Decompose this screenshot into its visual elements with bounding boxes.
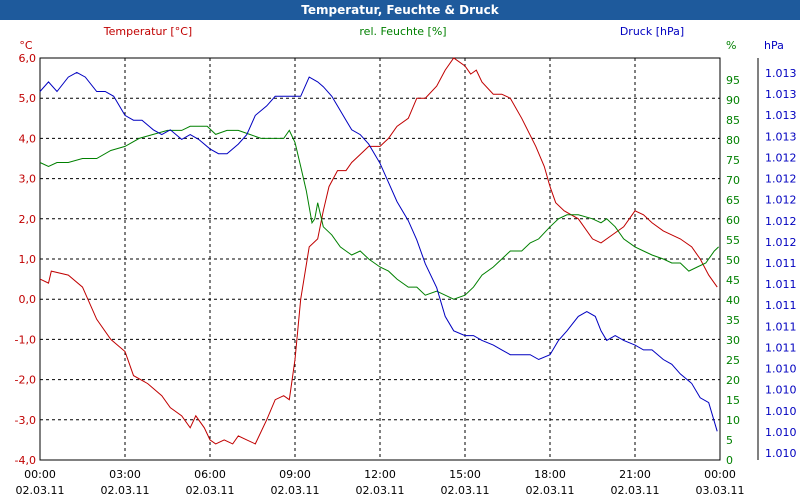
temperature-tick-label: 4,0: [19, 132, 37, 145]
temperature-tick-label: -4,0: [15, 454, 36, 467]
series-line-humidity: [39, 125, 719, 300]
x-tick-date: 02.03.11: [441, 484, 490, 497]
humidity-tick-label: 0: [726, 454, 733, 467]
humidity-tick-label: 55: [726, 234, 740, 247]
pressure-tick-label: 1.010: [765, 426, 797, 439]
legend: Temperatur [°C] rel. Feuchte [%] Druck [hP…: [103, 25, 684, 38]
humidity-tick-label: 45: [726, 274, 740, 287]
humidity-tick-label: 80: [726, 134, 740, 147]
humidity-tick-label: 20: [726, 374, 740, 387]
pressure-tick-label: 1.011: [765, 320, 797, 333]
pressure-axis: hPa 1.013 1.013 1.013 1.013 1.012 1.012 1.012 1.…: [757, 39, 797, 460]
x-tick-time: 12:00: [364, 468, 396, 481]
pressure-tick-label: 1.012: [765, 173, 797, 186]
pressure-tick-label: 1.011: [765, 299, 797, 312]
pressure-tick-label: 1.012: [765, 151, 797, 164]
x-tick-date: 02.03.11: [271, 484, 320, 497]
temperature-tick-label: 0,0: [19, 293, 37, 306]
legend-entry: Druck [hPa]: [620, 25, 684, 38]
temperature-tick-label: -2,0: [15, 374, 36, 387]
humidity-tick-label: 35: [726, 314, 740, 327]
pressure-tick-label: 1.010: [765, 384, 797, 397]
temperature-tick-label: 2,0: [19, 213, 37, 226]
x-tick-time: 21:00: [619, 468, 651, 481]
x-tick-time: 15:00: [449, 468, 481, 481]
x-tick-time: 06:00: [194, 468, 226, 481]
temperature-axis: °C6,0 5,0 4,0 3,0 2,0 1,0 0,0 -1,0 -2,0 -3,0 -4,0: [15, 39, 36, 467]
temperature-tick-label: 3,0: [19, 173, 37, 186]
humidity-tick-label: 75: [726, 154, 740, 167]
pressure-tick-label: 1.013: [765, 67, 797, 80]
legend-entry: Temperatur [°C]: [103, 25, 192, 38]
x-tick-time: 00:00: [704, 468, 736, 481]
pressure-tick-label: 1.013: [765, 130, 797, 143]
temperature-tick-label: 5,0: [19, 92, 37, 105]
series-line-temperature: [39, 57, 718, 445]
humidity-tick-label: 65: [726, 194, 740, 207]
humidity-tick-label: 5: [726, 434, 733, 447]
series-line-pressure: [39, 71, 718, 432]
x-tick-date: 02.03.11: [356, 484, 405, 497]
pressure-tick-label: 1.011: [765, 257, 797, 270]
pressure-tick-label: 1.012: [765, 194, 797, 207]
temperature-tick-label: 6,0: [19, 52, 37, 65]
time-axis: 00:00 02.03.11 03:00 02.03.11 06:00 02.03.11 0…: [16, 468, 745, 497]
humidity-tick-label: 30: [726, 334, 740, 347]
humidity-tick-label: 40: [726, 294, 740, 307]
temperature-tick-label: -1,0: [15, 333, 36, 346]
pressure-tick-label: 1.010: [765, 447, 797, 460]
temperature-tick-label: -3,0: [15, 414, 36, 427]
x-tick-date: 02.03.11: [16, 484, 65, 497]
pressure-tick-label: 1.011: [765, 278, 797, 291]
pressure-tick-label: 1.012: [765, 236, 797, 249]
x-tick-time: 18:00: [534, 468, 566, 481]
series-layer: [39, 57, 719, 445]
humidity-tick-label: 85: [726, 114, 740, 127]
humidity-tick-label: 95: [726, 74, 740, 87]
temperature-tick-label: 1,0: [19, 253, 37, 266]
pressure-tick-label: 1.013: [765, 88, 797, 101]
x-tick-date: 03.03.11: [696, 484, 745, 497]
pressure-unit: hPa: [764, 39, 784, 52]
humidity-tick-label: 25: [726, 354, 740, 367]
pressure-tick-label: 1.010: [765, 363, 797, 376]
pressure-tick-label: 1.011: [765, 341, 797, 354]
x-tick-date: 02.03.11: [101, 484, 150, 497]
humidity-tick-label: 50: [726, 254, 740, 267]
humidity-tick-label: 90: [726, 94, 740, 107]
x-tick-date: 02.03.11: [526, 484, 575, 497]
x-tick-date: 02.03.11: [611, 484, 660, 497]
humidity-tick-label: 15: [726, 394, 740, 407]
pressure-tick-label: 1.010: [765, 405, 797, 418]
x-tick-date: 02.03.11: [186, 484, 235, 497]
x-tick-time: 00:00: [24, 468, 56, 481]
weather-chart: Temperatur [°C] rel. Feuchte [%] Druck [hP…: [15, 25, 797, 497]
plot-frame: [39, 57, 721, 461]
humidity-tick-label: 60: [726, 214, 740, 227]
pressure-tick-label: 1.013: [765, 109, 797, 122]
humidity-unit: %: [726, 39, 736, 52]
x-tick-time: 03:00: [109, 468, 141, 481]
chart-grid: [40, 58, 720, 460]
pressure-tick-label: 1.012: [765, 215, 797, 228]
humidity-tick-label: 10: [726, 414, 740, 427]
x-tick-time: 09:00: [279, 468, 311, 481]
window-title: Temperatur, Feuchte & Druck: [0, 0, 800, 20]
temperature-unit: °C: [19, 39, 33, 52]
humidity-tick-label: 70: [726, 174, 740, 187]
legend-entry: rel. Feuchte [%]: [359, 25, 446, 38]
